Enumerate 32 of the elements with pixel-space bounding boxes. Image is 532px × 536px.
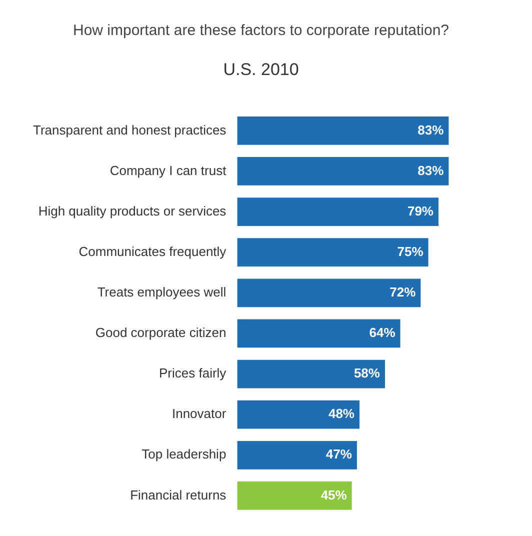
y-tick-label: High quality products or services: [38, 203, 227, 218]
bar: [237, 482, 352, 510]
y-tick-label: Communicates frequently: [78, 244, 227, 259]
bar: [237, 278, 421, 308]
y-tick-label: Transparent and honest practices: [32, 122, 227, 138]
data-label: 45%: [320, 487, 348, 502]
y-tick-label: Innovator: [172, 406, 227, 422]
data-label: 58%: [354, 366, 380, 381]
y-tick-label: Treats employees well: [97, 284, 226, 300]
data-label: 47%: [326, 446, 352, 462]
y-tick-label: Company I can trust: [110, 162, 227, 178]
y-tick-label: Good corporate citizen: [95, 325, 226, 340]
data-label: 79%: [407, 203, 434, 218]
data-label: 64%: [369, 325, 396, 340]
chart-title: How important are these factors to corporate reputation?: [72, 22, 450, 40]
y-tick-label: Top leadership: [142, 446, 226, 462]
chart-subtitle: U.S. 2010: [223, 60, 299, 79]
bar: [237, 400, 360, 429]
bar: [237, 116, 449, 145]
bar: [237, 198, 438, 226]
bar: [237, 360, 385, 388]
data-label: 48%: [328, 406, 355, 422]
y-tick-label: Prices fairly: [158, 366, 227, 381]
bar: [237, 157, 449, 186]
data-label: 75%: [397, 244, 424, 259]
bar: [237, 238, 428, 267]
bar: [237, 319, 400, 348]
data-label: 72%: [390, 284, 416, 300]
bar: [237, 440, 357, 470]
y-tick-label: Financial returns: [130, 487, 227, 502]
data-label: 83%: [418, 162, 444, 178]
data-label: 83%: [418, 122, 444, 138]
